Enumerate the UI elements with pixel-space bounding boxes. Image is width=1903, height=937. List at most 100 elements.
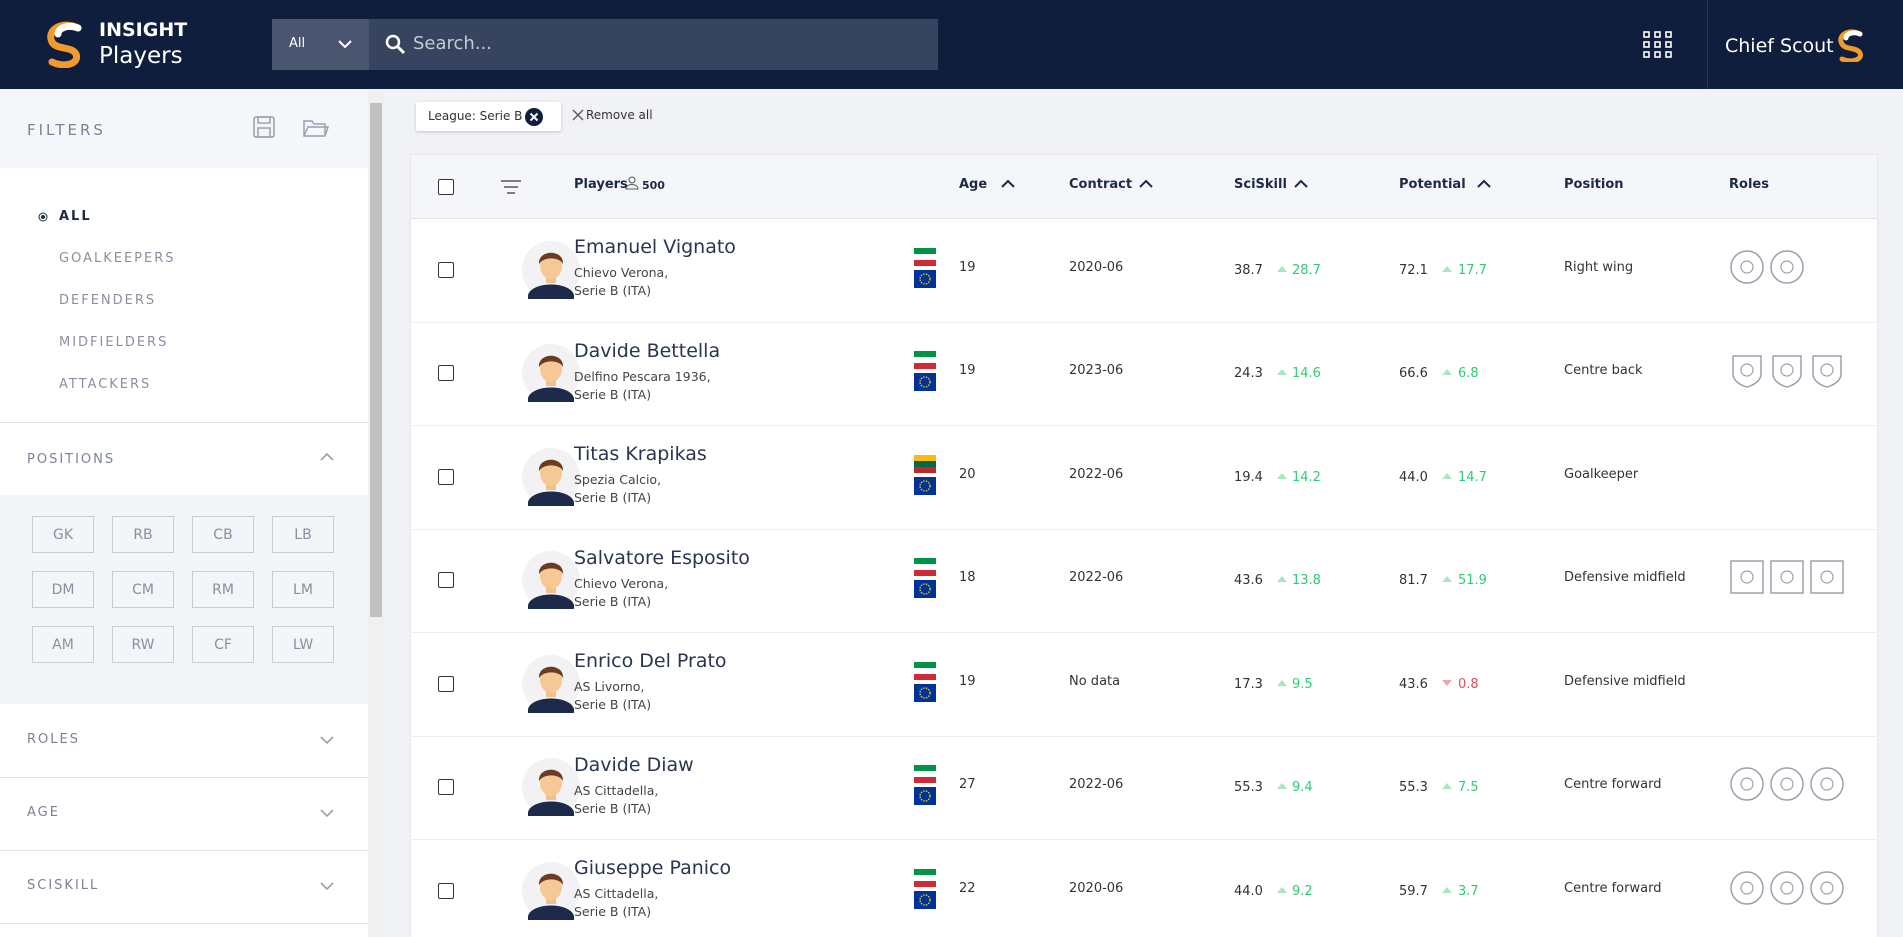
row-checkbox[interactable] xyxy=(438,882,454,899)
role-icon[interactable] xyxy=(1809,766,1845,802)
player-name[interactable]: Salvatore Esposito xyxy=(574,546,750,569)
sciskill-delta: 9.4 xyxy=(1292,780,1313,796)
role-icon[interactable] xyxy=(1769,559,1805,595)
sort-icon[interactable] xyxy=(1139,179,1153,189)
open-icon[interactable] xyxy=(303,118,329,138)
chevron-up[interactable] xyxy=(320,452,334,462)
player-name[interactable]: Giuseppe Panico xyxy=(574,857,732,879)
player-name[interactable]: Enrico Del Prato xyxy=(574,650,727,672)
position-button[interactable]: LW xyxy=(272,626,334,663)
position-button[interactable]: DM xyxy=(32,571,94,608)
role-frame xyxy=(1810,560,1844,594)
scrollbar-thumb[interactable] xyxy=(370,103,382,617)
row-divider xyxy=(411,321,1877,323)
role-icon[interactable] xyxy=(1769,766,1805,802)
chevron-path xyxy=(320,882,334,891)
flag-stripe xyxy=(914,558,936,565)
group-option[interactable]: DEFENDERS xyxy=(59,293,157,308)
trend-arrow xyxy=(1277,472,1287,479)
role-icon[interactable] xyxy=(1769,870,1805,906)
potential: 66.6 xyxy=(1399,366,1428,382)
flag-stripe xyxy=(914,673,936,680)
position-button[interactable]: RB xyxy=(112,516,174,553)
sort-icon[interactable] xyxy=(1294,179,1308,189)
sciskill: 17.3 xyxy=(1234,676,1263,692)
section-title[interactable]: ROLES xyxy=(27,732,80,747)
role-icon[interactable] xyxy=(1729,766,1765,802)
role-icon[interactable] xyxy=(1809,870,1845,906)
row-checkbox[interactable] xyxy=(438,572,454,589)
search-scope[interactable]: All xyxy=(272,19,369,70)
group-option[interactable]: ALL xyxy=(59,209,92,224)
position-button[interactable]: LM xyxy=(272,571,334,608)
trend-arrow xyxy=(1442,265,1452,272)
column-header[interactable]: Potential xyxy=(1399,177,1466,192)
row-checkbox[interactable] xyxy=(438,365,454,382)
filter-chip[interactable]: League: Serie B xyxy=(416,102,561,131)
row-checkbox[interactable] xyxy=(438,779,454,796)
sort-icon[interactable] xyxy=(1477,179,1491,189)
role-icon[interactable] xyxy=(1769,249,1805,285)
user-name[interactable]: Chief Scout xyxy=(1725,35,1834,57)
select-all[interactable] xyxy=(438,179,454,195)
avatar-hair xyxy=(538,252,564,264)
player-name[interactable]: Davide Bettella xyxy=(574,339,721,362)
trend-triangle xyxy=(1442,679,1452,686)
filter-icon[interactable] xyxy=(500,179,522,195)
row-checkbox[interactable] xyxy=(438,261,454,278)
role-icon[interactable] xyxy=(1729,870,1765,906)
sort-icon[interactable] xyxy=(1001,179,1015,189)
avatar-face xyxy=(540,873,562,900)
position-button[interactable]: CF xyxy=(192,626,254,663)
position-button[interactable]: GK xyxy=(32,516,94,553)
trend-triangle xyxy=(1442,576,1452,583)
position-button[interactable]: AM xyxy=(32,626,94,663)
flag-stripe xyxy=(914,466,936,473)
chevron-down[interactable] xyxy=(320,881,334,891)
trend-triangle xyxy=(1442,265,1452,272)
chevron-down[interactable] xyxy=(320,808,334,818)
role-glyph xyxy=(1820,881,1834,895)
role-icon[interactable] xyxy=(1769,352,1805,389)
row-checkbox[interactable] xyxy=(438,468,454,485)
column-header[interactable]: SciSkill xyxy=(1234,177,1287,192)
flag-stripe xyxy=(914,661,936,668)
count-icon xyxy=(625,176,639,190)
row-divider xyxy=(411,528,1877,530)
role-icon[interactable] xyxy=(1729,249,1765,285)
position-button[interactable]: CM xyxy=(112,571,174,608)
role-icon[interactable] xyxy=(1809,559,1845,595)
role-icon[interactable] xyxy=(1729,352,1765,389)
chevron-down[interactable] xyxy=(320,735,334,745)
group-option[interactable]: GOALKEEPERS xyxy=(59,251,176,266)
role-icon[interactable] xyxy=(1809,352,1845,389)
flags xyxy=(914,868,936,909)
remove-all[interactable]: Remove all xyxy=(586,108,653,122)
player-league: Serie B (ITA) xyxy=(574,697,652,712)
chip-close[interactable] xyxy=(525,108,543,126)
position-button[interactable]: CB xyxy=(192,516,254,553)
save-icon[interactable] xyxy=(253,116,275,138)
player-name[interactable]: Titas Krapikas xyxy=(574,443,707,465)
position-button[interactable]: RW xyxy=(112,626,174,663)
section-title[interactable]: SCISKILL xyxy=(27,878,100,893)
player-league: Serie B (ITA) xyxy=(574,490,652,505)
position-button[interactable]: LB xyxy=(272,516,334,553)
apps-icon[interactable] xyxy=(1643,31,1673,59)
role-icon[interactable] xyxy=(1729,559,1765,595)
search-input[interactable]: Search... xyxy=(369,19,938,70)
group-option[interactable]: MIDFIELDERS xyxy=(59,335,169,350)
row-checkbox[interactable] xyxy=(438,675,454,692)
column-header[interactable]: Age xyxy=(959,177,988,192)
player-name[interactable]: Davide Diaw xyxy=(574,753,694,776)
flag-stripe xyxy=(914,253,936,260)
group-option[interactable]: ATTACKERS xyxy=(59,377,152,392)
player-name[interactable]: Emanuel Vignato xyxy=(574,236,736,258)
section-title[interactable]: AGE xyxy=(27,805,60,820)
player-league: Serie B (ITA) xyxy=(574,800,652,816)
column-header[interactable]: Contract xyxy=(1069,177,1133,192)
positions-title: POSITIONS xyxy=(27,452,116,467)
role-frame xyxy=(1770,250,1804,284)
position-button[interactable]: RM xyxy=(192,571,254,608)
potential: 81.7 xyxy=(1399,573,1428,589)
